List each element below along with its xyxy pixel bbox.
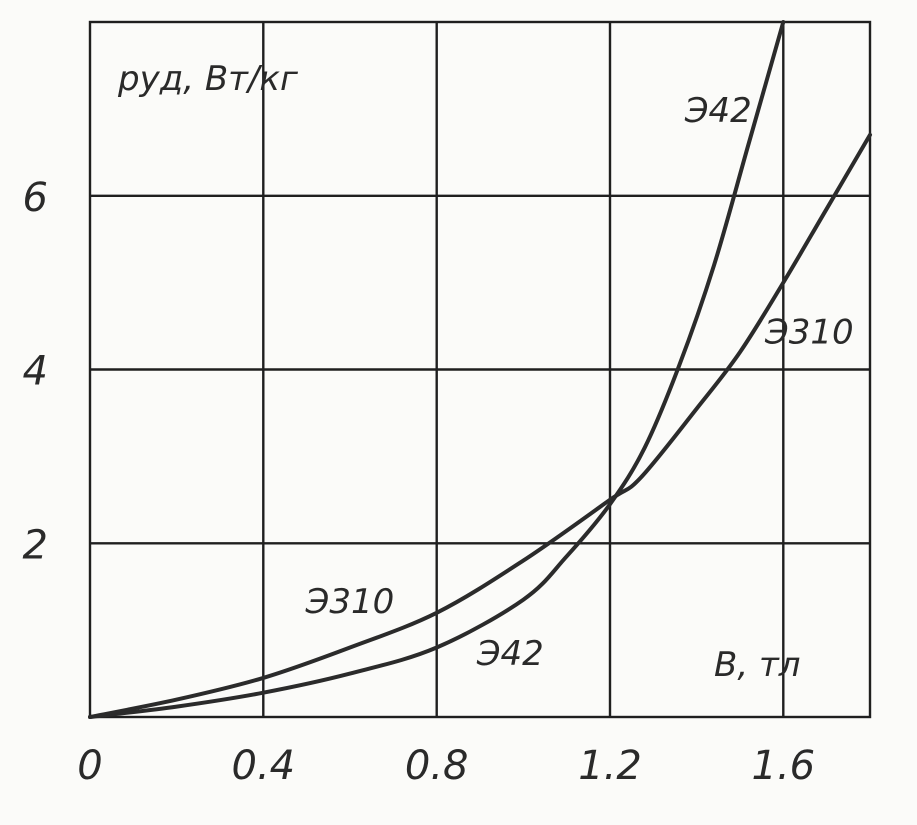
series-line-1 (88, 20, 786, 719)
tick-labels: 0 0.4 0.8 1.2 1.6 2 4 6 (23, 175, 816, 789)
x-tick-label: 0.8 (405, 743, 469, 789)
series-label: Э310 (764, 312, 854, 352)
series-lines (88, 20, 872, 719)
x-axis-label: B, тл (714, 645, 800, 685)
x-tick-label: 0 (77, 743, 102, 789)
series-label: Э42 (476, 634, 544, 674)
x-tick-label: 1.6 (752, 743, 816, 789)
y-tick-label: 6 (23, 175, 48, 221)
y-axis-label: pуд, Вт/кг (117, 59, 299, 99)
series-label: Э310 (305, 582, 395, 622)
series-line-2 (88, 132, 872, 719)
x-tick-label: 0.4 (232, 743, 296, 789)
y-tick-label: 4 (23, 349, 48, 395)
x-tick-label: 1.2 (578, 743, 642, 789)
grid (88, 20, 872, 719)
series-label: Э42 (684, 91, 752, 131)
y-tick-label: 2 (23, 522, 48, 568)
series-labels: Э42 Э42 Э310 Э310 (305, 91, 854, 674)
